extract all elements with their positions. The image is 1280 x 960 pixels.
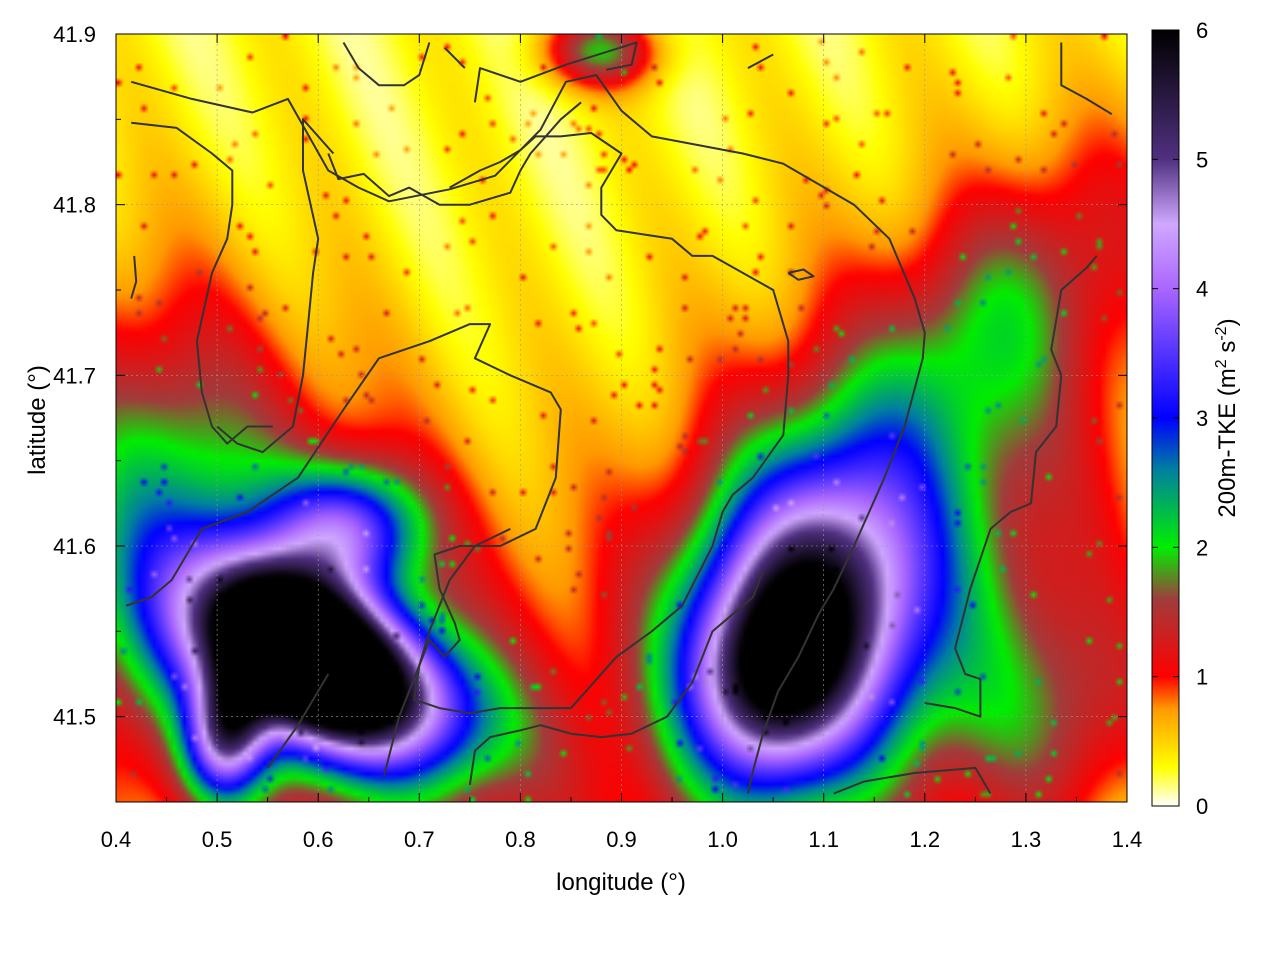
contour-line <box>787 268 815 281</box>
x-tick-label: 0.7 <box>404 827 435 852</box>
colorbar-tick-label: 5 <box>1196 147 1208 172</box>
x-tick-label: 1.4 <box>1112 827 1143 852</box>
contour-line <box>125 132 790 715</box>
colorbar-tick-label: 6 <box>1196 18 1208 43</box>
colorbar-title: 200m-TKE (m2 s-2) <box>1213 318 1241 517</box>
colorbar-tick-label: 1 <box>1196 665 1208 690</box>
x-tick-label: 0.9 <box>606 827 637 852</box>
y-tick-label: 41.6 <box>53 534 96 559</box>
colorbar-tick-label: 2 <box>1196 535 1208 560</box>
x-tick-label: 0.4 <box>101 827 132 852</box>
contour-line <box>131 121 273 445</box>
contour-line <box>468 571 764 786</box>
colorbar-tick-label: 3 <box>1196 406 1208 431</box>
terrain-contours <box>125 41 1113 795</box>
x-axis-ticks: 0.4 0.5 0.6 0.7 0.8 0.9 1.0 1.1 1.2 1.3 1.4 <box>101 34 1143 852</box>
x-tick-label: 0.8 <box>505 827 536 852</box>
x-tick-label: 1.0 <box>707 827 738 852</box>
contour-line <box>130 74 926 794</box>
contour-line <box>473 41 638 103</box>
x-axis-title: longitude (°) <box>556 869 686 896</box>
y-axis-title: latitude (°) <box>24 365 51 475</box>
x-tick-label: 1.3 <box>1011 827 1042 852</box>
contour-line <box>327 101 582 206</box>
contour-line <box>266 673 330 769</box>
colorbar-tick-label: 0 <box>1196 794 1208 819</box>
contour-line <box>216 118 335 454</box>
contour-line <box>924 255 1098 718</box>
contour-line <box>1060 42 1113 116</box>
contour-line <box>130 255 138 299</box>
contour-line <box>342 41 431 87</box>
x-tick-label: 0.5 <box>202 827 233 852</box>
y-tick-label: 41.8 <box>53 193 96 218</box>
y-tick-label: 41.9 <box>53 22 96 47</box>
contour-line <box>747 53 774 69</box>
y-tick-label: 41.7 <box>53 363 96 388</box>
colorbar-tick-label: 4 <box>1196 277 1208 302</box>
contour-line <box>382 527 511 777</box>
colorbar-ticks: 0 1 2 3 4 5 6 <box>1152 18 1208 819</box>
x-tick-label: 0.6 <box>303 827 334 852</box>
x-tick-label: 1.1 <box>808 827 839 852</box>
y-axis-ticks: 41.5 41.6 41.7 41.8 41.9 <box>53 22 1127 730</box>
contour-line <box>443 46 466 69</box>
y-tick-label: 41.5 <box>53 705 96 730</box>
contour-line <box>833 766 992 795</box>
x-tick-label: 1.2 <box>910 827 941 852</box>
